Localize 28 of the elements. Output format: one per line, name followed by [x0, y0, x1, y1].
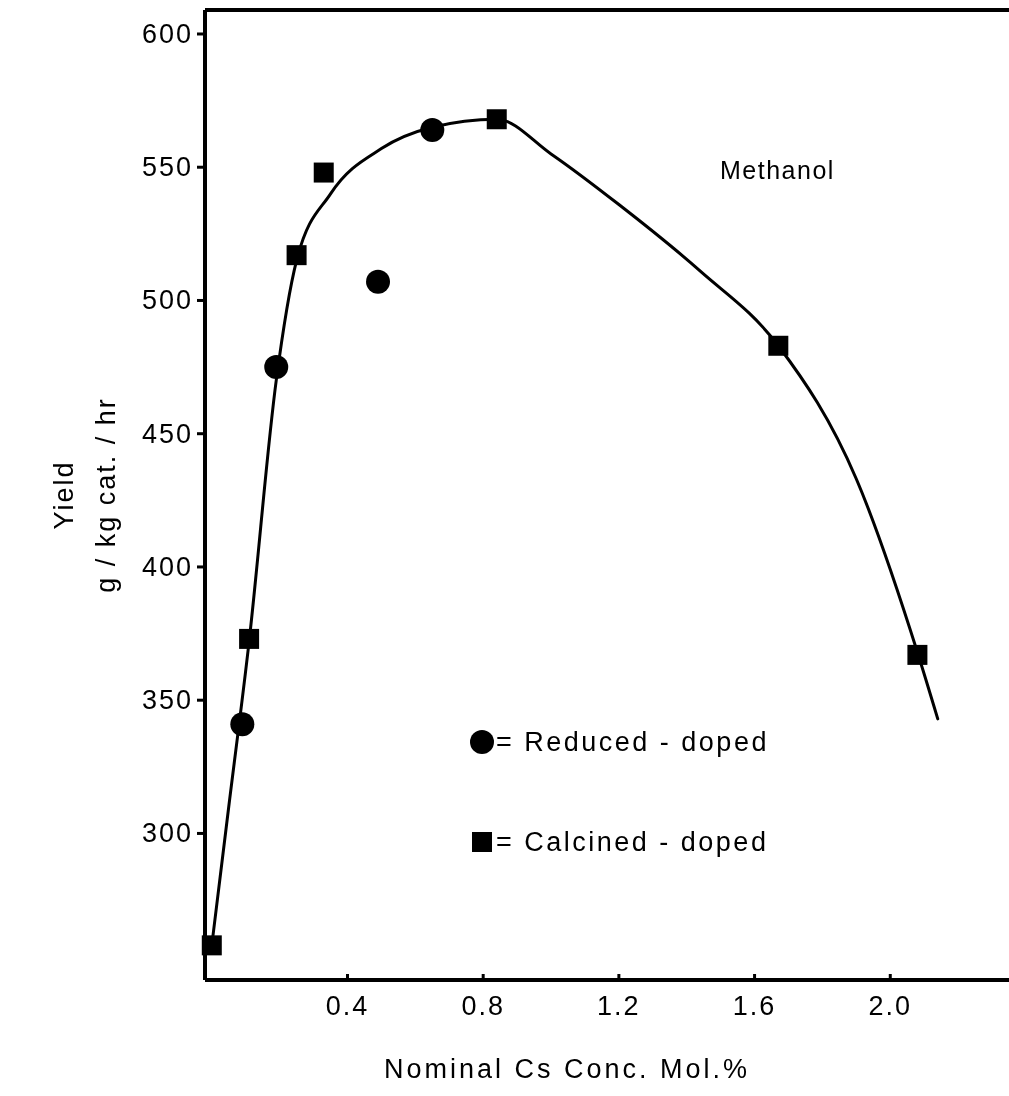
- x-tick-label: 0.4: [325, 991, 370, 1021]
- point: [486, 109, 507, 130]
- x-axis-title: Nominal Cs Conc. Mol.%: [383, 1054, 751, 1084]
- x-tick-label: 0.8: [461, 991, 505, 1021]
- y-tick-label: 400: [141, 551, 193, 582]
- point: [907, 644, 928, 665]
- point: [420, 117, 445, 142]
- point: [286, 245, 307, 266]
- y-tick-label: 500: [141, 285, 193, 316]
- point: [264, 355, 289, 380]
- annotation: Methanol: [720, 156, 835, 184]
- y-tick-label: 300: [141, 818, 193, 849]
- y-tick-label: 550: [141, 152, 193, 183]
- point: [366, 269, 391, 294]
- legend-label: = Calcined - doped: [496, 827, 769, 857]
- y-tick-label: 600: [141, 18, 193, 49]
- x-tick-label: 1.2: [597, 991, 641, 1021]
- y-axis-title: Yield g / kg cat. / hr: [49, 397, 121, 593]
- point: [313, 162, 334, 183]
- point: [201, 935, 222, 956]
- x-tick-label: 1.6: [732, 991, 777, 1021]
- y-tick-label: 350: [141, 685, 193, 716]
- x-tick-label: 2.0: [868, 991, 913, 1021]
- point: [239, 628, 260, 649]
- y-tick-label: 450: [141, 418, 193, 449]
- legend-label: = Reduced - doped: [496, 727, 769, 757]
- point: [230, 712, 255, 737]
- point: [768, 335, 789, 356]
